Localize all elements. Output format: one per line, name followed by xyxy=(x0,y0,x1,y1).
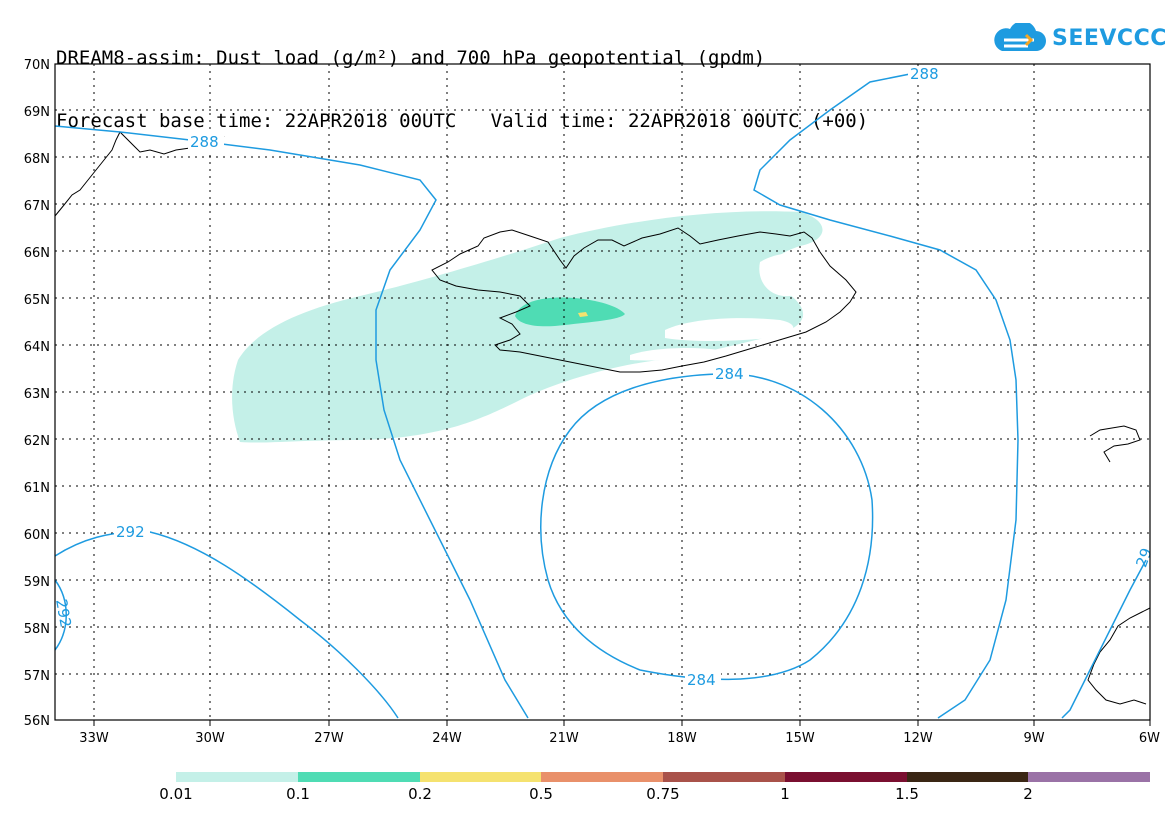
dust-area-mid xyxy=(515,297,625,327)
lat-67n: 67N xyxy=(24,199,50,214)
lat-57n: 57N xyxy=(24,669,50,684)
legend-label-7: 2 xyxy=(1023,785,1033,803)
graticule xyxy=(55,64,1150,720)
legend-label-5: 1 xyxy=(780,785,790,803)
legend-label-2: 0.2 xyxy=(408,785,432,803)
greenland-coast xyxy=(54,131,225,217)
contour-label-29-east: 29 xyxy=(1132,546,1155,570)
contour-288-north xyxy=(54,125,529,719)
legend-swatch-1 xyxy=(297,772,420,782)
color-legend xyxy=(176,772,1150,782)
coastlines xyxy=(54,131,1151,705)
lat-70n: 70N xyxy=(24,58,50,73)
contour-29x-east xyxy=(1061,559,1147,719)
lat-64n: 64N xyxy=(24,340,50,355)
legend-swatch-0 xyxy=(176,772,298,782)
contour-label-284-bottom: 284 xyxy=(687,671,716,689)
latitude-labels: 70N 69N 68N 67N 66N 65N 64N 63N 62N 61N … xyxy=(24,58,50,729)
lat-60n: 60N xyxy=(24,528,50,543)
glacier-patch xyxy=(665,318,794,341)
glacier-patch-east xyxy=(759,253,822,297)
lat-59n: 59N xyxy=(24,575,50,590)
legend-label-0: 0.01 xyxy=(159,785,193,803)
contour-label-288-ne: 288 xyxy=(910,65,939,83)
legend-label-4: 0.75 xyxy=(646,785,680,803)
lon-18w: 18W xyxy=(667,731,697,746)
lon-12w: 12W xyxy=(903,731,933,746)
legend-labels: 0.01 0.1 0.2 0.5 0.75 1 1.5 2 xyxy=(0,785,1175,805)
legend-swatch-3 xyxy=(541,772,663,782)
dust-area-high xyxy=(578,312,588,317)
seevccc-logo: SEEVCCC xyxy=(990,20,1167,56)
glacier-patch-south xyxy=(630,347,720,361)
contour-284 xyxy=(540,373,874,681)
lat-62n: 62N xyxy=(24,434,50,449)
legend-swatch-2 xyxy=(419,772,542,782)
lat-66n: 66N xyxy=(24,246,50,261)
contour-292-left-edge xyxy=(54,579,67,651)
iceland-coast xyxy=(431,227,857,373)
cloud-icon xyxy=(994,23,1046,51)
lon-24w: 24W xyxy=(432,731,462,746)
lat-68n: 68N xyxy=(24,152,50,167)
legend-swatch-7 xyxy=(1028,772,1150,782)
axis-ticks xyxy=(93,720,1151,726)
lat-65n: 65N xyxy=(24,293,50,308)
lon-6w: 6W xyxy=(1139,731,1160,746)
scotland-coast xyxy=(1087,607,1151,705)
lat-63n: 63N xyxy=(24,387,50,402)
legend-swatch-5 xyxy=(784,772,907,782)
lat-61n: 61N xyxy=(24,481,50,496)
lon-30w: 30W xyxy=(195,731,225,746)
contour-label-292-west: 292 xyxy=(116,523,145,541)
map-frame xyxy=(54,63,1151,721)
legend-swatch-6 xyxy=(906,772,1029,782)
lon-27w: 27W xyxy=(314,731,344,746)
lat-58n: 58N xyxy=(24,622,50,637)
logo-text: SEEVCCC xyxy=(1052,25,1167,51)
contour-label-292-edge: 292 xyxy=(52,598,75,629)
lon-15w: 15W xyxy=(785,731,815,746)
contour-label-288-nw: 288 xyxy=(190,133,219,151)
title-line-1: DREAM8-assim: Dust load (g/m²) and 700 h… xyxy=(56,47,766,69)
contour-292-west xyxy=(54,530,399,719)
legend-label-3: 0.5 xyxy=(529,785,553,803)
lon-9w: 9W xyxy=(1023,731,1044,746)
contour-288-east xyxy=(753,71,1019,719)
title-line-2: Forecast base time: 22APR2018 00UTC Vali… xyxy=(56,110,869,132)
lon-33w: 33W xyxy=(79,731,109,746)
legend-swatch-4 xyxy=(663,772,785,782)
legend-label-6: 1.5 xyxy=(895,785,919,803)
faroe-shetland-coast xyxy=(1089,425,1141,463)
legend-label-1: 0.1 xyxy=(286,785,310,803)
chart-title: DREAM8-assim: Dust load (g/m²) and 700 h… xyxy=(56,6,868,153)
lon-21w: 21W xyxy=(549,731,579,746)
lat-69n: 69N xyxy=(24,105,50,120)
geopotential-contours xyxy=(54,71,1147,719)
lat-56n: 56N xyxy=(24,714,50,729)
contour-label-284-top: 284 xyxy=(715,365,744,383)
longitude-labels: 33W 30W 27W 24W 21W 18W 15W 12W 9W 6W xyxy=(79,731,1160,746)
